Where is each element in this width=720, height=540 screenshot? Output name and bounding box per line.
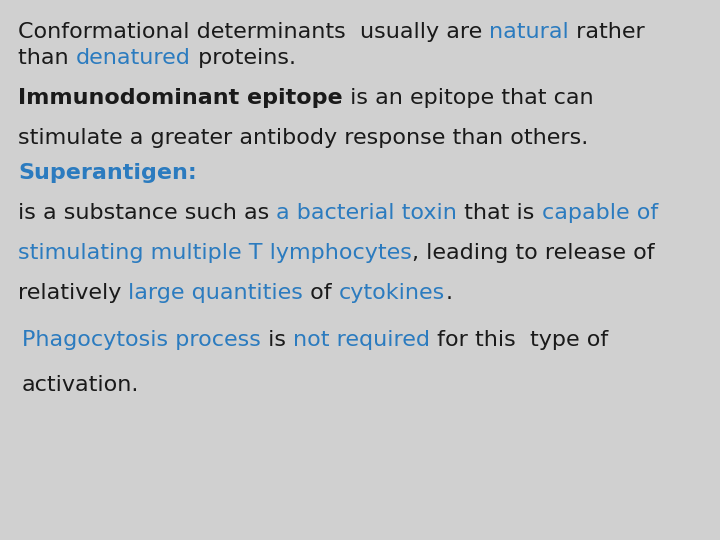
Text: proteins.: proteins. <box>191 48 296 68</box>
Text: is a substance such as: is a substance such as <box>18 203 276 223</box>
Text: large quantities: large quantities <box>128 283 303 303</box>
Text: stimulating multiple T lymphocytes: stimulating multiple T lymphocytes <box>18 243 412 263</box>
Text: of: of <box>303 283 339 303</box>
Text: Phagocytosis process: Phagocytosis process <box>22 330 261 350</box>
Text: Immunodominant epitope: Immunodominant epitope <box>18 88 343 108</box>
Text: is an epitope that can: is an epitope that can <box>343 88 593 108</box>
Text: Superantigen:: Superantigen: <box>18 163 197 183</box>
Text: a bacterial toxin: a bacterial toxin <box>276 203 457 223</box>
Text: relatively: relatively <box>18 283 128 303</box>
Text: activation.: activation. <box>22 375 140 395</box>
Text: .: . <box>446 283 452 303</box>
Text: than: than <box>18 48 76 68</box>
Text: , leading to release of: , leading to release of <box>412 243 654 263</box>
Text: stimulate a greater antibody response than others.: stimulate a greater antibody response th… <box>18 128 588 148</box>
Text: capable of: capable of <box>541 203 658 223</box>
Text: Conformational determinants  usually are: Conformational determinants usually are <box>18 22 490 42</box>
Text: cytokines: cytokines <box>339 283 446 303</box>
Text: denatured: denatured <box>76 48 191 68</box>
Text: natural: natural <box>490 22 569 42</box>
Text: not required: not required <box>293 330 430 350</box>
Text: that is: that is <box>457 203 541 223</box>
Text: is: is <box>261 330 293 350</box>
Text: for this  type of: for this type of <box>430 330 608 350</box>
Text: rather: rather <box>569 22 645 42</box>
